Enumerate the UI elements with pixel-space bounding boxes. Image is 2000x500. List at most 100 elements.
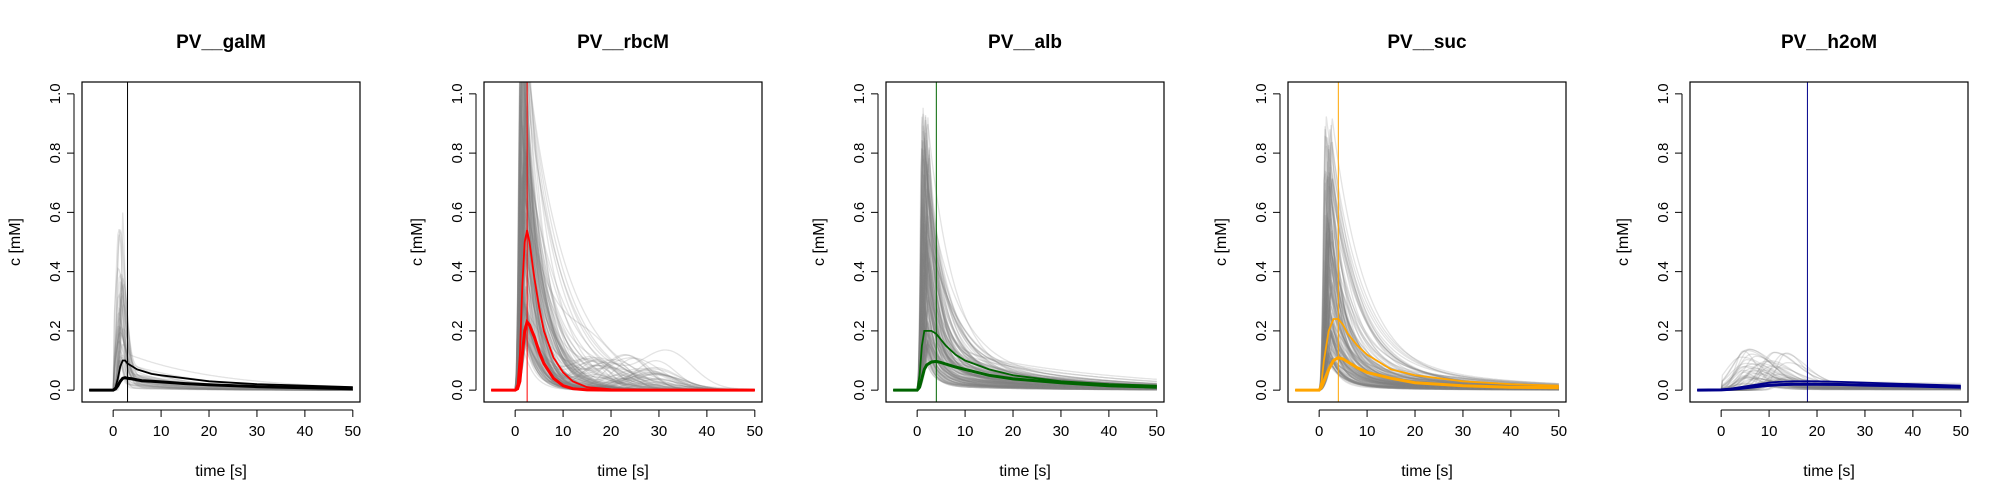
sample-curve xyxy=(893,132,1157,391)
sample-curve xyxy=(89,359,353,391)
sample-curve xyxy=(1697,349,1961,391)
sample-curve xyxy=(89,359,353,391)
sample-curve xyxy=(1295,176,1559,391)
sample-curve xyxy=(1295,358,1559,391)
y-axis-label: c [mM] xyxy=(1213,218,1230,266)
sample-curve xyxy=(893,343,1157,391)
sample-curve xyxy=(89,307,353,391)
sample-curve xyxy=(1295,141,1559,391)
sample-curve xyxy=(1295,357,1559,391)
sample-curve xyxy=(893,344,1157,391)
sample-curve xyxy=(1697,380,1961,391)
sample-curve xyxy=(1697,377,1961,391)
y-tick-label: 1.0 xyxy=(851,83,868,104)
x-tick-label: 50 xyxy=(1148,423,1165,440)
sample-curve xyxy=(893,155,1157,391)
x-tick-label: 50 xyxy=(746,423,763,440)
sample-curve xyxy=(1295,116,1559,391)
sample-curve xyxy=(893,272,1157,391)
y-axis-label: c [mM] xyxy=(409,218,426,266)
x-tick-label: 40 xyxy=(1905,423,1922,440)
sample-curve xyxy=(1697,363,1961,391)
y-axis-label: c [mM] xyxy=(7,218,24,266)
sample-curve xyxy=(1295,360,1559,391)
sample-curve xyxy=(893,284,1157,391)
sample-curve xyxy=(1697,350,1961,391)
sample-curve xyxy=(1295,182,1559,391)
sample-curve xyxy=(893,148,1157,391)
sample-curve xyxy=(893,279,1157,391)
x-tick-label: 40 xyxy=(699,423,716,440)
sample-curve xyxy=(893,262,1157,391)
sample-curve xyxy=(1697,366,1961,391)
x-tick-label: 0 xyxy=(1315,423,1323,440)
y-tick-label: 0.2 xyxy=(851,320,868,341)
plot-frame xyxy=(81,81,361,403)
sample-curve xyxy=(893,247,1157,391)
sample-curve xyxy=(893,331,1157,391)
mean-curve xyxy=(89,376,353,392)
sample-curve xyxy=(1697,382,1961,391)
mean-curve xyxy=(1697,382,1961,392)
sample-curve xyxy=(893,322,1157,391)
sample-curve xyxy=(1697,381,1961,391)
sample-curve xyxy=(1295,357,1559,391)
sample-curve xyxy=(1697,381,1961,391)
x-tick-label: 30 xyxy=(1857,423,1874,440)
sample-curve xyxy=(893,329,1157,391)
sample-curve xyxy=(89,339,353,391)
x-tick-label: 20 xyxy=(1005,423,1022,440)
sample-curve xyxy=(1295,305,1559,391)
x-tick-label: 10 xyxy=(1359,423,1376,440)
y-tick-label: 0.6 xyxy=(1253,202,1270,223)
sample-curve xyxy=(893,315,1157,391)
sample-curve xyxy=(1295,358,1559,391)
sample-curve xyxy=(1697,376,1961,391)
sample-curve xyxy=(893,215,1157,391)
sample-curve xyxy=(1295,327,1559,391)
sample-curve xyxy=(1295,353,1559,391)
sample-curve xyxy=(1697,355,1961,391)
sample-curve xyxy=(893,125,1157,391)
sample-curve xyxy=(893,303,1157,391)
sample-curve xyxy=(89,267,353,391)
sample-curve xyxy=(89,355,353,391)
y-tick-label: 0.0 xyxy=(449,380,466,401)
y-tick-label: 0.4 xyxy=(851,261,868,282)
sample-curve xyxy=(1697,383,1961,391)
sample-curve xyxy=(491,321,755,391)
y-tick-label: 0.2 xyxy=(449,320,466,341)
sample-curve xyxy=(1295,172,1559,391)
sample-curve xyxy=(893,297,1157,391)
sample-curve xyxy=(1697,362,1961,391)
sample-curve xyxy=(1295,355,1559,391)
sample-curve xyxy=(89,326,353,391)
sample-curve xyxy=(1295,316,1559,391)
sample-curve xyxy=(1295,332,1559,391)
sample-curve xyxy=(1295,174,1559,391)
sample-curve xyxy=(893,315,1157,391)
y-tick-label: 0.6 xyxy=(47,202,64,223)
x-tick-label: 50 xyxy=(344,423,361,440)
sample-curve xyxy=(1295,330,1559,391)
sample-curve xyxy=(1697,367,1961,391)
y-tick-label: 0.8 xyxy=(47,143,64,164)
sample-curve xyxy=(1295,340,1559,391)
sample-curve xyxy=(1295,358,1559,391)
upper-bound-curve xyxy=(893,330,1157,391)
sample-curve xyxy=(893,342,1157,391)
sample-curve xyxy=(893,345,1157,391)
sample-curve xyxy=(1295,228,1559,391)
y-tick-label: 0.8 xyxy=(1253,143,1270,164)
sample-curve xyxy=(1697,376,1961,391)
sample-curve xyxy=(89,325,353,391)
y-tick-label: 1.0 xyxy=(1655,83,1672,104)
y-tick-label: 0.0 xyxy=(1655,380,1672,401)
sample-curve xyxy=(893,336,1157,391)
sample-curve xyxy=(491,106,755,391)
sample-curve xyxy=(1295,351,1559,391)
x-tick-label: 20 xyxy=(1809,423,1826,440)
sample-curve xyxy=(89,343,353,391)
chart-title: PV__rbcM xyxy=(577,32,669,53)
